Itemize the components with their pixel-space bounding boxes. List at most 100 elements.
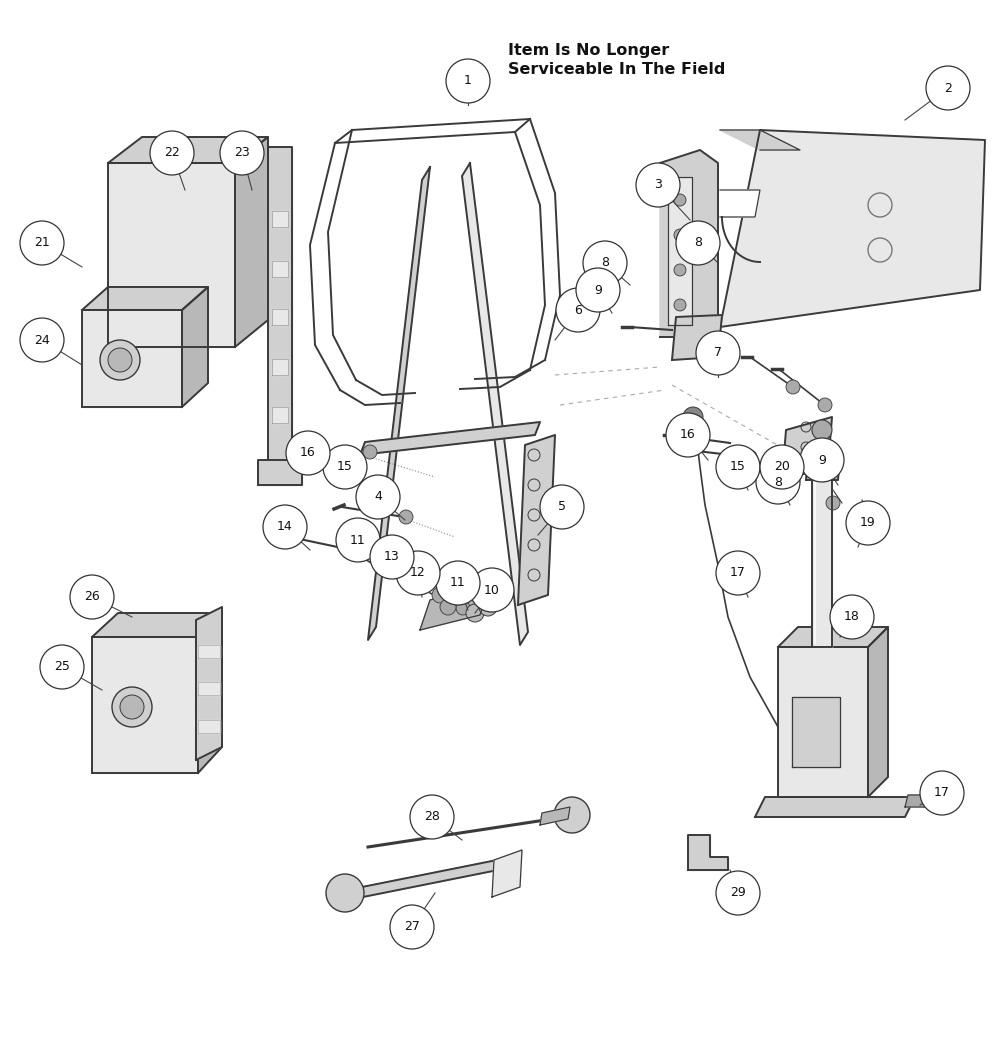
Circle shape xyxy=(410,795,454,839)
Circle shape xyxy=(263,505,307,549)
Polygon shape xyxy=(812,480,832,647)
Text: 21: 21 xyxy=(34,236,50,250)
Circle shape xyxy=(432,587,448,603)
Polygon shape xyxy=(182,287,208,407)
Text: 17: 17 xyxy=(934,786,950,799)
Text: 8: 8 xyxy=(774,476,782,488)
Circle shape xyxy=(674,194,686,206)
Circle shape xyxy=(674,229,686,242)
Text: 29: 29 xyxy=(730,886,746,900)
Circle shape xyxy=(100,340,140,380)
Circle shape xyxy=(452,582,468,598)
Circle shape xyxy=(40,645,84,689)
Circle shape xyxy=(370,536,414,579)
Circle shape xyxy=(556,288,600,332)
Text: 3: 3 xyxy=(654,178,662,191)
Polygon shape xyxy=(268,147,292,463)
Text: 22: 22 xyxy=(164,147,180,160)
Circle shape xyxy=(470,568,514,612)
Polygon shape xyxy=(272,309,288,326)
Text: 23: 23 xyxy=(234,147,250,160)
Circle shape xyxy=(323,445,367,489)
Text: 2: 2 xyxy=(944,82,952,94)
Polygon shape xyxy=(272,359,288,375)
Polygon shape xyxy=(868,627,888,797)
Circle shape xyxy=(743,450,757,464)
Circle shape xyxy=(674,299,686,311)
Circle shape xyxy=(363,445,377,459)
Circle shape xyxy=(674,264,686,276)
Text: 1: 1 xyxy=(464,75,472,87)
Text: 11: 11 xyxy=(450,576,466,589)
Polygon shape xyxy=(720,130,985,327)
Polygon shape xyxy=(198,613,222,773)
Polygon shape xyxy=(92,613,222,637)
Polygon shape xyxy=(806,457,840,480)
Polygon shape xyxy=(198,682,220,695)
Polygon shape xyxy=(660,150,718,337)
Circle shape xyxy=(399,510,413,524)
Circle shape xyxy=(554,797,590,833)
Circle shape xyxy=(540,485,584,529)
Circle shape xyxy=(583,242,627,285)
Circle shape xyxy=(926,66,970,110)
Polygon shape xyxy=(720,190,760,217)
Circle shape xyxy=(846,501,890,545)
Circle shape xyxy=(20,220,64,265)
Text: 26: 26 xyxy=(84,590,100,604)
Polygon shape xyxy=(196,607,222,760)
Text: 5: 5 xyxy=(558,501,566,513)
Text: 10: 10 xyxy=(484,584,500,596)
Circle shape xyxy=(326,874,364,912)
Text: 16: 16 xyxy=(680,428,696,441)
Polygon shape xyxy=(108,136,268,163)
Text: 9: 9 xyxy=(594,284,602,296)
Circle shape xyxy=(112,687,152,727)
Polygon shape xyxy=(688,835,728,870)
Polygon shape xyxy=(518,435,555,605)
Circle shape xyxy=(716,551,760,595)
Polygon shape xyxy=(755,797,915,817)
Text: 11: 11 xyxy=(350,533,366,546)
Circle shape xyxy=(466,604,484,622)
Polygon shape xyxy=(778,647,868,797)
Text: 28: 28 xyxy=(424,811,440,823)
Polygon shape xyxy=(720,130,800,150)
Circle shape xyxy=(830,595,874,639)
Circle shape xyxy=(20,318,64,362)
Polygon shape xyxy=(198,720,220,733)
Polygon shape xyxy=(540,807,570,825)
Text: 4: 4 xyxy=(374,490,382,504)
Polygon shape xyxy=(668,177,692,326)
Circle shape xyxy=(676,220,720,265)
Text: 18: 18 xyxy=(844,610,860,624)
Circle shape xyxy=(576,268,620,312)
Polygon shape xyxy=(258,460,302,485)
Circle shape xyxy=(716,872,760,915)
Polygon shape xyxy=(198,645,220,658)
Circle shape xyxy=(826,496,840,510)
Polygon shape xyxy=(782,417,832,480)
Polygon shape xyxy=(82,310,182,407)
Circle shape xyxy=(336,518,380,562)
Circle shape xyxy=(920,771,964,815)
Polygon shape xyxy=(108,163,235,346)
Text: 25: 25 xyxy=(54,660,70,673)
Polygon shape xyxy=(235,136,268,346)
Circle shape xyxy=(760,445,804,489)
Text: 8: 8 xyxy=(694,236,702,250)
Circle shape xyxy=(436,561,480,605)
Circle shape xyxy=(456,601,470,615)
Text: 14: 14 xyxy=(277,521,293,533)
Text: 8: 8 xyxy=(601,256,609,270)
Polygon shape xyxy=(272,211,288,227)
Circle shape xyxy=(786,380,800,394)
Circle shape xyxy=(855,506,869,520)
Circle shape xyxy=(696,331,740,375)
Circle shape xyxy=(446,59,490,103)
Circle shape xyxy=(378,548,396,566)
Text: 9: 9 xyxy=(818,454,826,466)
Text: 24: 24 xyxy=(34,334,50,346)
Text: 7: 7 xyxy=(714,346,722,359)
Circle shape xyxy=(286,430,330,475)
